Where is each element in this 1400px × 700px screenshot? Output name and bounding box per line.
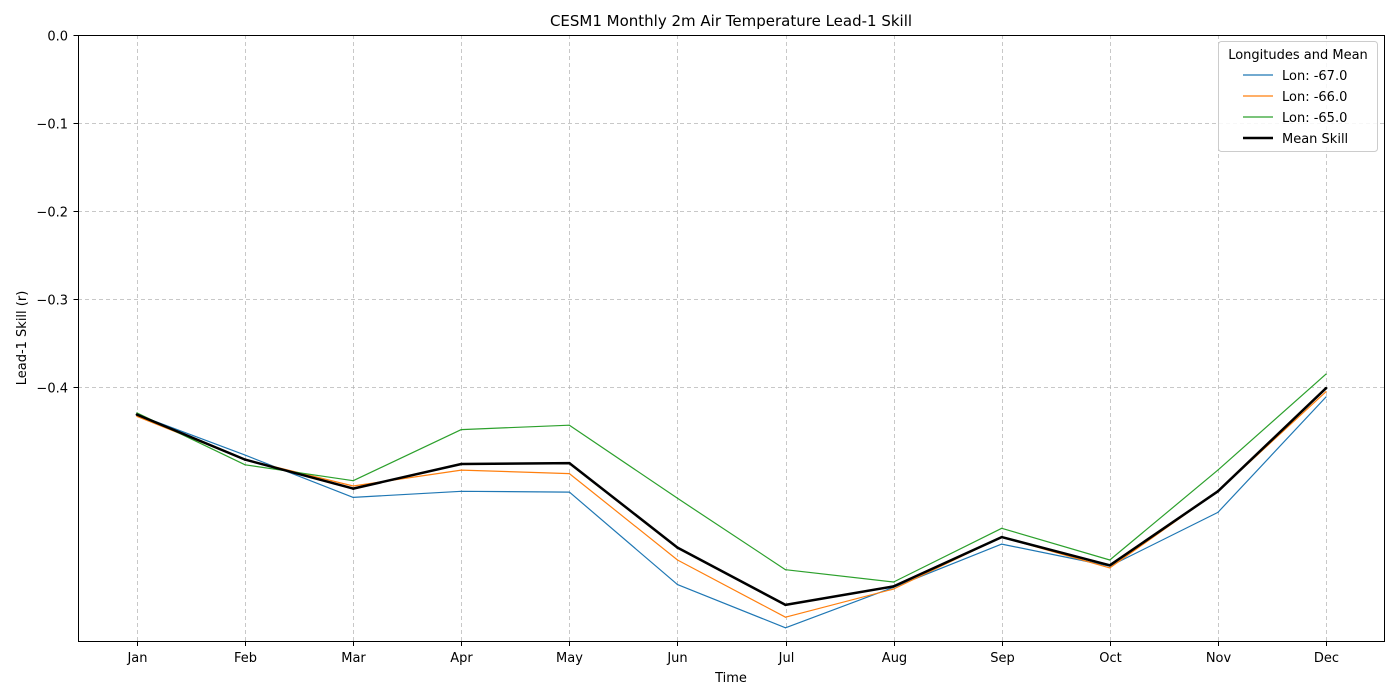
y-axis: 0.0 −0.1 −0.2 −0.3 −0.4 — [36, 30, 79, 397]
legend-box — [1218, 41, 1378, 152]
data-point — [1001, 527, 1003, 529]
x-axis: Jan Feb Mar Apr May Jun Jul Aug Sep Oct Nov Dec — [126, 641, 1339, 666]
series-line — [136, 391, 1327, 618]
plot-frame — [78, 35, 1385, 642]
y-tick-label: −0.1 — [36, 118, 68, 133]
data-point — [676, 584, 679, 586]
data-point — [1325, 373, 1327, 375]
data-point — [1109, 559, 1111, 561]
data-point — [784, 603, 787, 607]
legend-entries: Lon: -67.0 Lon: -66.0 Lon: -65.0 Mean Skill — [1243, 69, 1348, 147]
x-tick-label: Jan — [126, 651, 147, 666]
data-point — [244, 454, 246, 456]
y-tick-label: −0.3 — [36, 294, 68, 309]
series-line — [135, 386, 1328, 607]
data-point — [460, 469, 462, 471]
data-point — [568, 424, 571, 426]
data-point — [243, 458, 247, 461]
x-tick-label: Sep — [990, 651, 1015, 666]
legend-label: Lon: -66.0 — [1282, 90, 1347, 105]
data-point — [893, 588, 895, 590]
legend-label: Lon: -67.0 — [1282, 69, 1347, 84]
grid-layer — [78, 35, 1384, 641]
data-point — [1217, 511, 1219, 513]
series-mean-skill — [135, 386, 1328, 607]
y-tick-label: 0.0 — [47, 30, 68, 45]
y-tick-label: −0.4 — [36, 382, 68, 397]
data-point — [568, 473, 571, 475]
series-line — [136, 373, 1327, 583]
data-point — [460, 429, 462, 431]
data-point — [676, 497, 679, 499]
x-tick-label: Feb — [234, 651, 257, 666]
data-point — [1108, 564, 1112, 567]
data-point — [893, 581, 895, 583]
data-point — [676, 559, 679, 561]
x-axis-label: Time — [714, 671, 747, 686]
x-tick-label: Dec — [1314, 651, 1339, 666]
data-point — [1325, 391, 1327, 393]
series-line — [136, 396, 1327, 629]
data-point — [351, 487, 355, 490]
data-point — [1216, 490, 1220, 493]
data-point — [135, 413, 139, 416]
data-point — [1217, 469, 1219, 471]
x-tick-label: Mar — [341, 651, 366, 666]
data-point — [136, 412, 138, 414]
data-point — [568, 461, 571, 465]
x-tick-label: Nov — [1206, 651, 1232, 666]
data-point — [352, 496, 354, 498]
data-point — [352, 485, 354, 487]
data-point — [568, 491, 571, 493]
data-point — [352, 480, 354, 482]
x-tick-label: Jul — [778, 651, 795, 666]
data-point — [784, 616, 787, 618]
y-tick-label: −0.2 — [36, 206, 68, 221]
data-point — [1000, 535, 1003, 539]
data-point — [784, 569, 787, 571]
data-point — [136, 415, 138, 417]
data-point — [1001, 543, 1003, 545]
series-lon-65-0 — [136, 373, 1327, 583]
data-point — [1109, 567, 1111, 569]
legend: Longitudes and Mean Lon: -67.0 Lon: -66.0… — [1218, 41, 1378, 152]
x-tick-label: Oct — [1099, 651, 1121, 666]
data-point — [460, 490, 462, 492]
legend-label: Lon: -65.0 — [1282, 111, 1347, 126]
data-point — [784, 627, 787, 629]
data-point — [1325, 396, 1327, 398]
data-point — [892, 585, 895, 588]
data-point — [460, 462, 463, 466]
series-lon-67-0 — [136, 396, 1327, 629]
data-point — [244, 464, 246, 466]
chart-title: CESM1 Monthly 2m Air Temperature Lead-1 … — [550, 12, 912, 30]
data-point — [676, 546, 679, 549]
x-tick-label: May — [556, 651, 583, 666]
series-lon-66-0 — [136, 391, 1327, 618]
x-tick-label: Aug — [882, 651, 907, 666]
legend-title: Longitudes and Mean — [1228, 48, 1368, 63]
x-tick-label: Jun — [666, 651, 687, 666]
legend-label: Mean Skill — [1282, 132, 1348, 147]
series-layer — [135, 373, 1328, 629]
x-tick-label: Apr — [450, 651, 473, 666]
data-point — [1324, 386, 1328, 390]
y-axis-label: Lead-1 Skill (r) — [15, 291, 30, 386]
